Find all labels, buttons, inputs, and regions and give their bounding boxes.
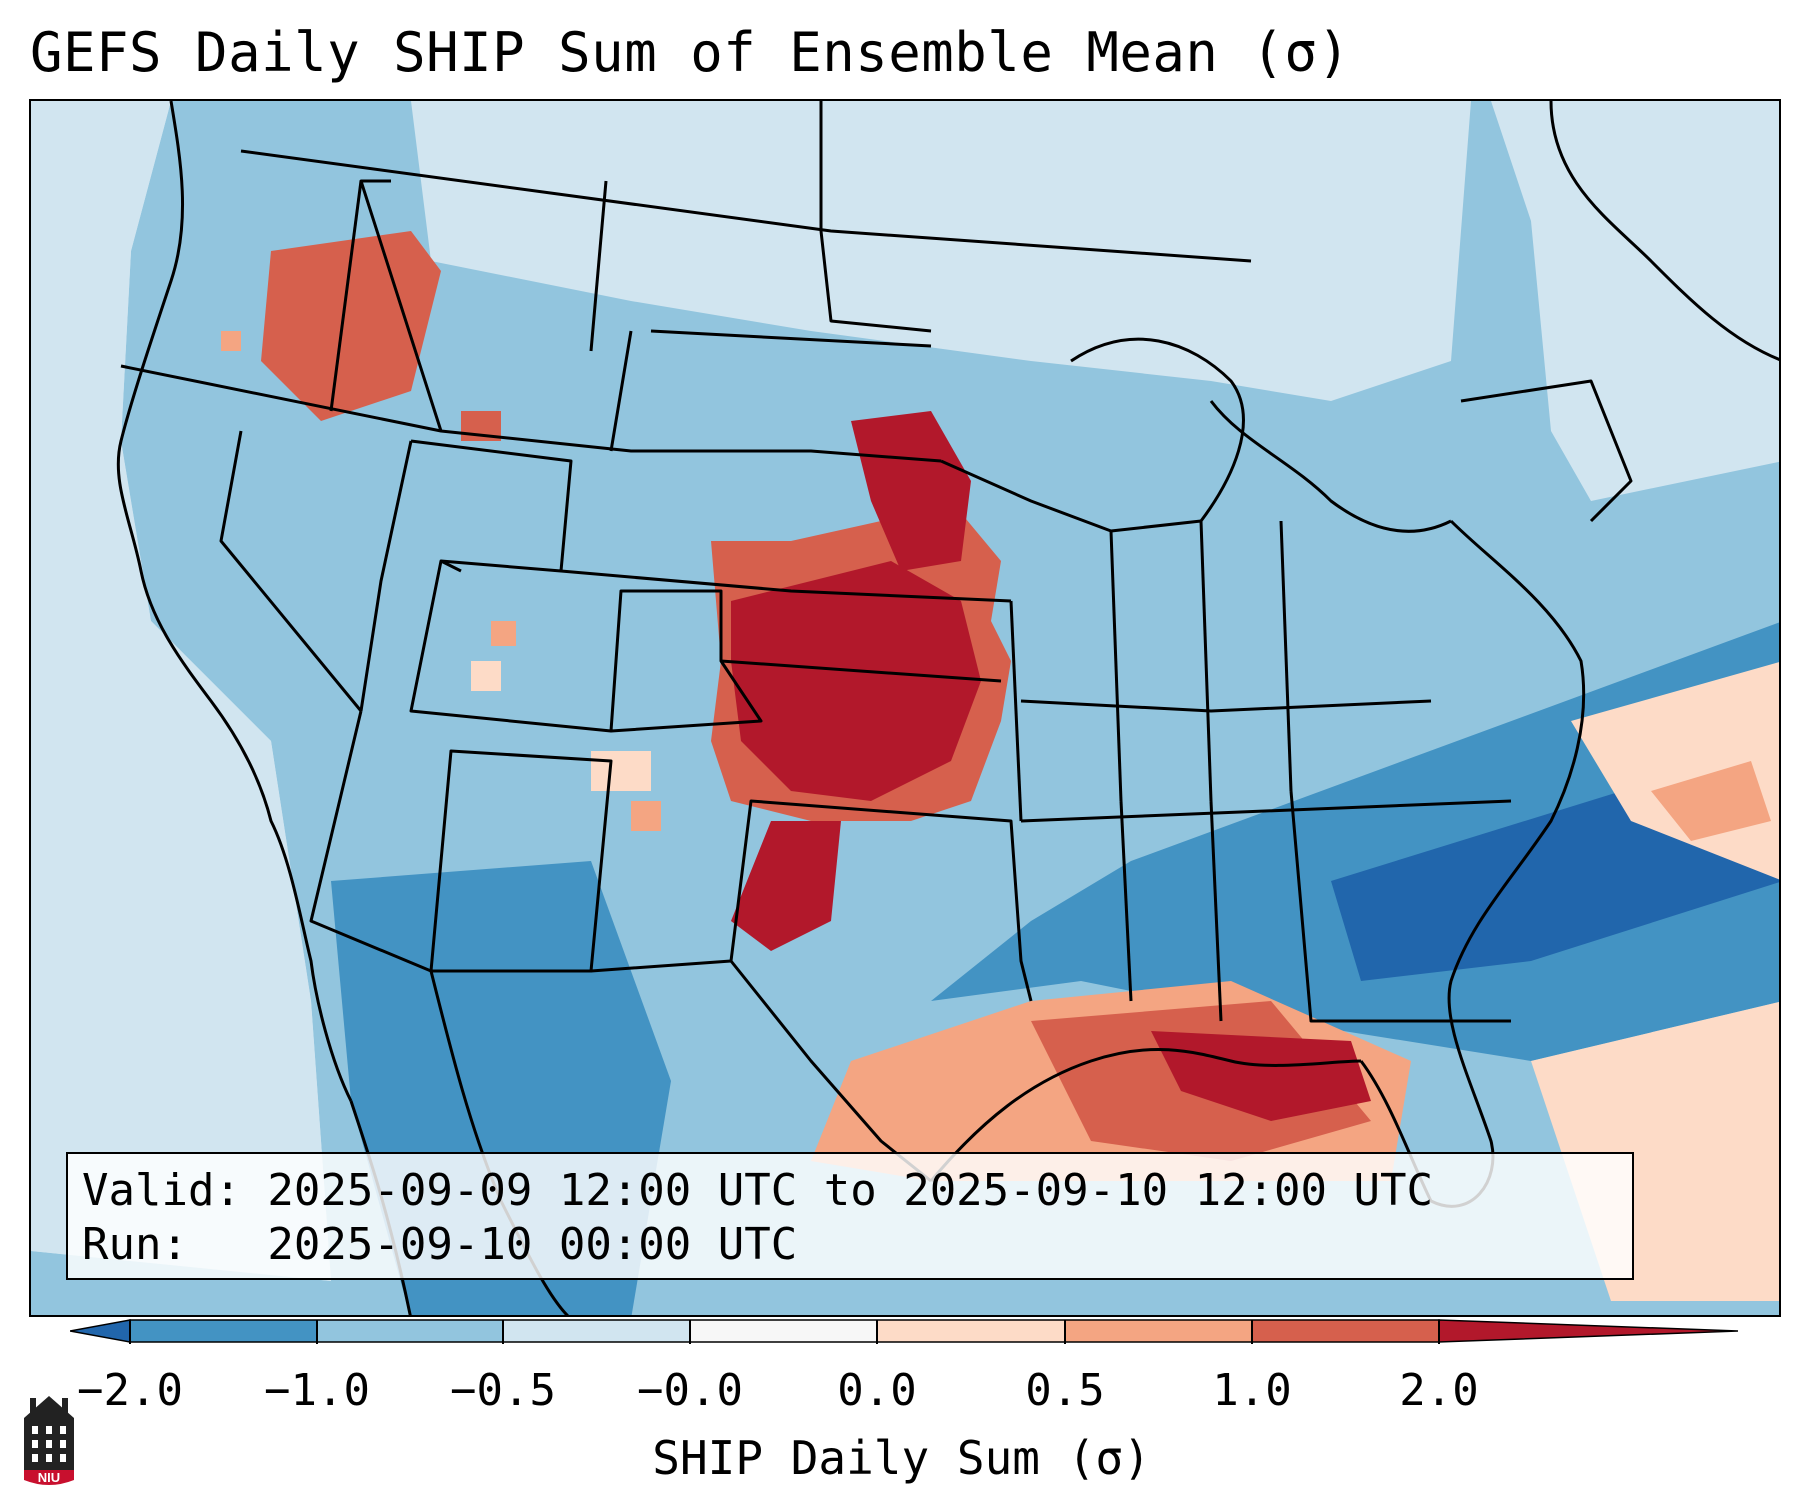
colorbar-segment (1065, 1320, 1252, 1342)
colorbar-tick-label: 0.5 (1025, 1365, 1105, 1416)
ship-field-cell (591, 751, 651, 791)
panhandle-core (731, 821, 841, 951)
boundary-line (560, 569, 1012, 603)
southeast-field (931, 622, 1779, 1061)
boundary-line (929, 1048, 1362, 1182)
plains-core (731, 561, 981, 801)
boundary-line (589, 180, 608, 352)
ship-field-layer (31, 101, 1779, 1315)
boundary-line (1209, 400, 1452, 533)
boundary-line (1070, 337, 1245, 522)
colorbar-segment (317, 1320, 503, 1342)
boundary-line (1119, 800, 1133, 1002)
boundary-line (429, 749, 613, 973)
colorbar-tick-label: −2.0 (77, 1365, 183, 1416)
boundary-line (1009, 600, 1023, 822)
colorbar-tick-label: −0.5 (450, 1365, 556, 1416)
nebraska-core (851, 411, 971, 571)
north-field (411, 101, 1471, 401)
boundary-line (1460, 379, 1633, 523)
boundary-line (1289, 790, 1511, 1023)
ship-field-cell (491, 621, 516, 646)
boundary-line (819, 101, 932, 333)
run-time-text: Run: 2025-09-10 00:00 UTC (82, 1219, 798, 1270)
boundary-line (590, 799, 1033, 1002)
boundary-line (116, 101, 353, 1102)
colorbar-tick-label: 1.0 (1212, 1365, 1292, 1416)
colorbar-segment (690, 1320, 877, 1342)
ship-field-cell (471, 661, 501, 691)
atlantic-warm-core (1651, 761, 1771, 841)
boundary-line (1199, 520, 1213, 802)
valid-time-text: Valid: 2025-09-09 12:00 UTC to 2025-09-1… (82, 1165, 1434, 1216)
boundary-line (329, 180, 363, 412)
colorbar-tick-label: −1.0 (264, 1365, 370, 1416)
colorbar-segment (877, 1320, 1065, 1342)
colorbar-extend-low (70, 1319, 131, 1343)
colorbar-label: SHIP Daily Sum (σ) (652, 1431, 1151, 1485)
gulf-core-field (1151, 1031, 1371, 1121)
valid-run-info-box: Valid: 2025-09-09 12:00 UTC to 2025-09-1… (66, 1152, 1634, 1280)
boundary-line (409, 439, 763, 733)
state-borders-layer (116, 101, 1779, 1315)
boundary-line (120, 364, 942, 463)
colorbar-tick-label: 0.0 (837, 1365, 917, 1416)
colorbar-tick-label: −0.0 (637, 1365, 743, 1416)
boundary-line (1020, 799, 1512, 823)
boundary-line (240, 149, 1252, 263)
map-title: GEFS Daily SHIP Sum of Ensemble Mean (σ) (30, 21, 1351, 84)
ship-field-cell (221, 331, 241, 351)
boundary-line (720, 659, 1002, 683)
boundary-line (609, 330, 633, 452)
colorbar-extend-high (1438, 1319, 1739, 1343)
boundary-line (440, 559, 462, 573)
pacific-field (31, 101, 331, 1281)
boundary-line (1020, 699, 1432, 713)
colorbar-tick-label: 2.0 (1399, 1365, 1479, 1416)
colorbar (70, 1319, 1739, 1344)
boundary-line (219, 430, 363, 712)
niu-logo-text: NIU (38, 1470, 60, 1485)
boundary-line (309, 710, 432, 973)
washington-field (261, 231, 441, 421)
map-panel (29, 99, 1781, 1317)
boundary-line (1209, 800, 1223, 1022)
boundary-line (1279, 520, 1293, 792)
boundary-line (1549, 101, 1779, 361)
boundary-line (1109, 530, 1123, 802)
ship-field-cell (631, 801, 661, 831)
boundary-line (940, 459, 1202, 533)
colorbar-segment (503, 1320, 690, 1342)
niu-logo: NIU (24, 1396, 74, 1485)
colorbar-segment (130, 1320, 317, 1342)
colorbar-segment (1252, 1320, 1439, 1342)
boundary-line (359, 440, 413, 712)
map-svg (31, 101, 1779, 1315)
boundary-line (650, 329, 932, 348)
